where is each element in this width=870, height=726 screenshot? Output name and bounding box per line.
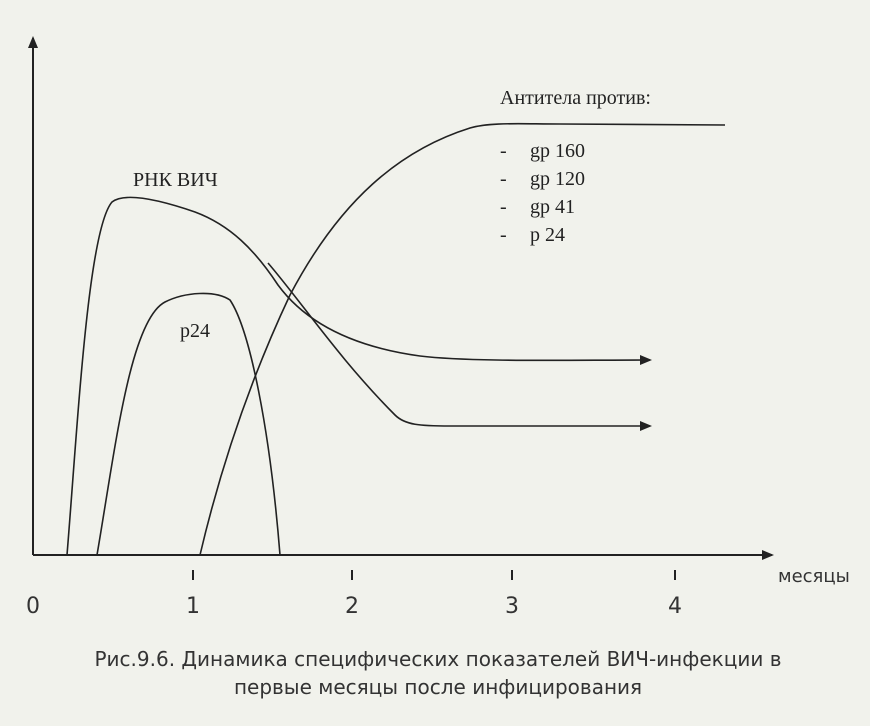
svg-text:-: - — [500, 196, 507, 218]
svg-text:-: - — [500, 168, 507, 190]
legend-item: gp 160 — [530, 140, 585, 162]
x-tick-label: 4 — [668, 594, 682, 619]
x-tick-label: 0 — [26, 594, 40, 619]
legend-item: gp 41 — [530, 196, 575, 218]
x-tick-label: 2 — [345, 594, 359, 619]
caption-line: Рис.9.6. Динамика специфических показате… — [94, 647, 781, 671]
rna-label: РНК ВИЧ — [133, 169, 218, 191]
legend-item: р 24 — [530, 224, 565, 246]
p24-label: р24 — [180, 320, 210, 342]
antibody-curve-1 — [199, 122, 726, 556]
svg-text:-: - — [500, 224, 507, 246]
legend-item: gp 120 — [530, 168, 585, 190]
legend-title: Антитела против: — [500, 87, 651, 109]
x-ticks — [192, 570, 676, 580]
p24-curve — [96, 292, 281, 556]
antibody-curve-2 — [267, 262, 652, 431]
x-tick-label: 3 — [505, 594, 519, 619]
svg-text:-: - — [500, 140, 507, 162]
x-tick-label: 1 — [186, 594, 200, 619]
rna-curve — [66, 196, 652, 556]
legend-dashes: - - - - — [500, 140, 507, 246]
x-axis-label: месяцы — [778, 566, 850, 587]
caption-line: первые месяцы после инфицирования — [234, 675, 642, 699]
